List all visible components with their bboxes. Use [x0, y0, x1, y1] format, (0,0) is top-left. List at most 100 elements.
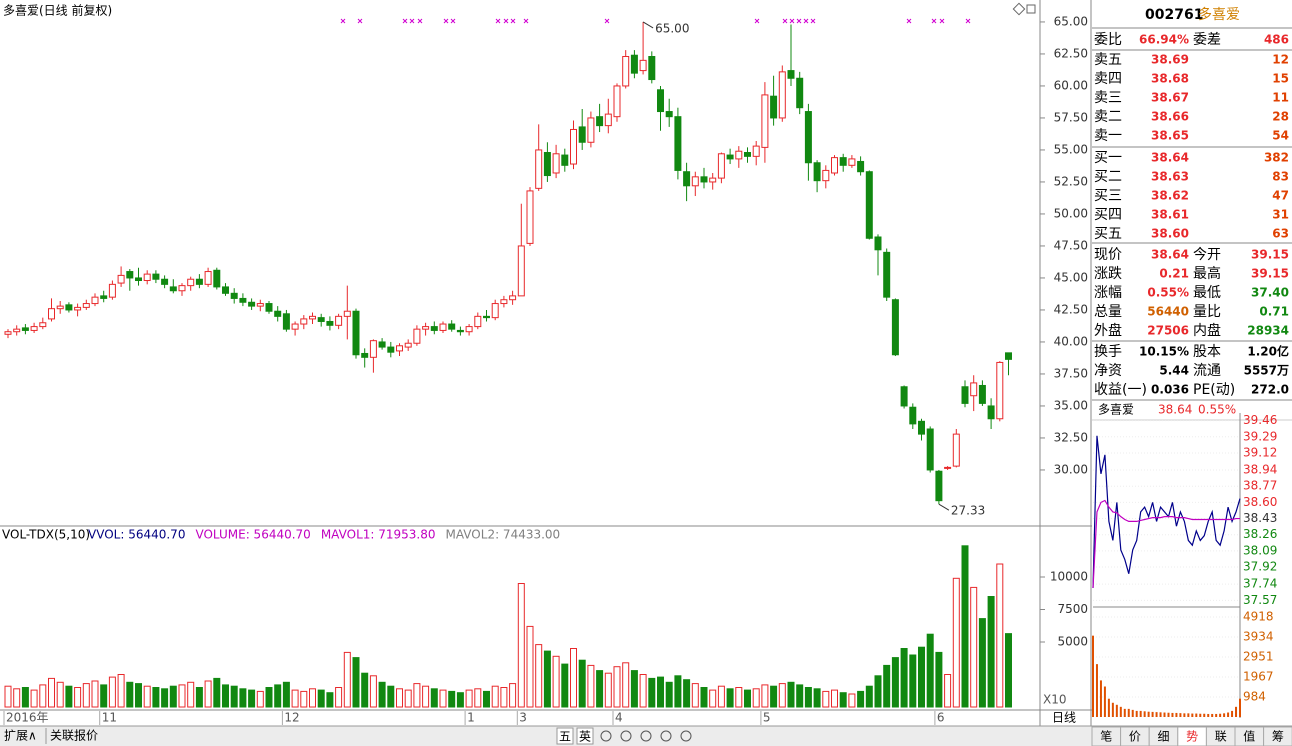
tool-icon[interactable] [660, 730, 672, 742]
y-tick-label: 38.60 [1243, 495, 1277, 509]
event-marker[interactable] [810, 18, 816, 24]
icon[interactable] [1012, 2, 1026, 16]
candle-body [613, 85, 621, 118]
volume-bar [543, 650, 551, 708]
volume-bar [717, 685, 725, 708]
quote-value: 37.40 [1251, 286, 1289, 300]
event-marker[interactable] [523, 18, 529, 24]
event-marker[interactable] [503, 18, 509, 24]
volume-bar [30, 689, 38, 708]
event-marker[interactable] [510, 18, 516, 24]
y-tick-label: 50.00 [1054, 206, 1088, 220]
event-marker[interactable] [495, 18, 501, 24]
candle-body [630, 54, 638, 74]
volume-bar [509, 683, 517, 708]
volume-bar [300, 690, 308, 708]
candle-body [700, 176, 708, 183]
volume-bar [891, 657, 899, 708]
volume-bar [709, 689, 717, 708]
y-tick-label: 38.26 [1243, 527, 1277, 541]
event-marker[interactable] [357, 18, 363, 24]
candle-body [474, 315, 482, 328]
event-marker[interactable] [340, 18, 346, 24]
volume-bar [674, 675, 682, 708]
volume-bar [926, 633, 934, 708]
event-marker[interactable] [939, 18, 945, 24]
candle-body [413, 328, 421, 344]
tool-icon[interactable] [640, 730, 652, 742]
y-tick-label: 10000 [1050, 570, 1088, 584]
event-marker[interactable] [803, 18, 809, 24]
candle-body [839, 157, 847, 166]
volume-bar [13, 688, 21, 708]
event-marker[interactable] [965, 18, 971, 24]
candle-body [952, 433, 960, 467]
volume-bar [291, 689, 299, 708]
candle-body [448, 323, 456, 330]
tool-button[interactable] [576, 727, 594, 745]
event-marker[interactable] [443, 18, 449, 24]
volume-bar [335, 687, 343, 708]
volume-bar [474, 688, 482, 708]
y-tick-label: 42.50 [1054, 302, 1088, 316]
candle-body [778, 71, 786, 119]
book-volume: 28 [1272, 110, 1289, 124]
candle-body [831, 157, 838, 174]
candle-body [108, 283, 116, 298]
event-marker[interactable] [796, 18, 802, 24]
volume-bar [117, 674, 125, 708]
candle-body [944, 466, 952, 469]
quote-value: 0.71 [1259, 305, 1289, 319]
candle-body [918, 420, 925, 435]
event-marker[interactable] [906, 18, 912, 24]
volume-bar [222, 684, 229, 708]
icon[interactable] [1026, 4, 1036, 14]
footer-button[interactable]: 关联报价 [50, 728, 98, 743]
event-marker[interactable] [402, 18, 408, 24]
tool-button[interactable] [556, 727, 574, 745]
event-marker[interactable] [604, 18, 610, 24]
quote-value: 5.44 [1159, 364, 1189, 378]
candle-body [239, 297, 247, 303]
quote-label: 换手 [1094, 343, 1122, 360]
volume-bar [361, 672, 369, 708]
candle-body [909, 406, 917, 425]
candle-body [204, 271, 212, 285]
candle-body [543, 152, 551, 177]
event-marker[interactable] [417, 18, 423, 24]
volume-bar [396, 688, 403, 708]
event-marker[interactable] [789, 18, 795, 24]
book-volume: 47 [1272, 189, 1289, 203]
tool-icon[interactable] [600, 730, 612, 742]
book-price: 38.62 [1151, 189, 1189, 203]
annotation-arrow [938, 503, 950, 511]
candle-body [4, 331, 12, 335]
book-volume: 31 [1272, 208, 1289, 222]
quote-value: 39.15 [1251, 248, 1289, 262]
event-marker[interactable] [409, 18, 415, 24]
quote-value: 56440 [1147, 305, 1189, 319]
event-marker[interactable] [754, 18, 760, 24]
event-marker[interactable] [931, 18, 937, 24]
tab[interactable] [1263, 726, 1292, 746]
tool-icon[interactable] [620, 730, 632, 742]
event-marker[interactable] [450, 18, 456, 24]
book-volume: 382 [1264, 151, 1289, 165]
mini-price: 38.64 [1158, 403, 1192, 417]
volume-bar [613, 666, 621, 708]
quote-label: 外盘 [1094, 322, 1122, 339]
volume-bar [230, 685, 238, 708]
tool-icon[interactable] [680, 730, 692, 742]
book-label: 买五 [1094, 226, 1122, 242]
event-marker[interactable] [782, 18, 788, 24]
candle-body [74, 306, 82, 311]
price-line [1092, 435, 1241, 588]
footer-button[interactable]: 扩展∧ [4, 729, 37, 743]
mini-change: 0.55% [1198, 403, 1236, 417]
quote-label: 委差 [1193, 32, 1221, 48]
volume-bar [56, 681, 64, 708]
tab-label: 笔 [1100, 729, 1112, 744]
candle-body [961, 386, 969, 404]
candle-body [587, 117, 595, 143]
candle-body [143, 273, 151, 282]
